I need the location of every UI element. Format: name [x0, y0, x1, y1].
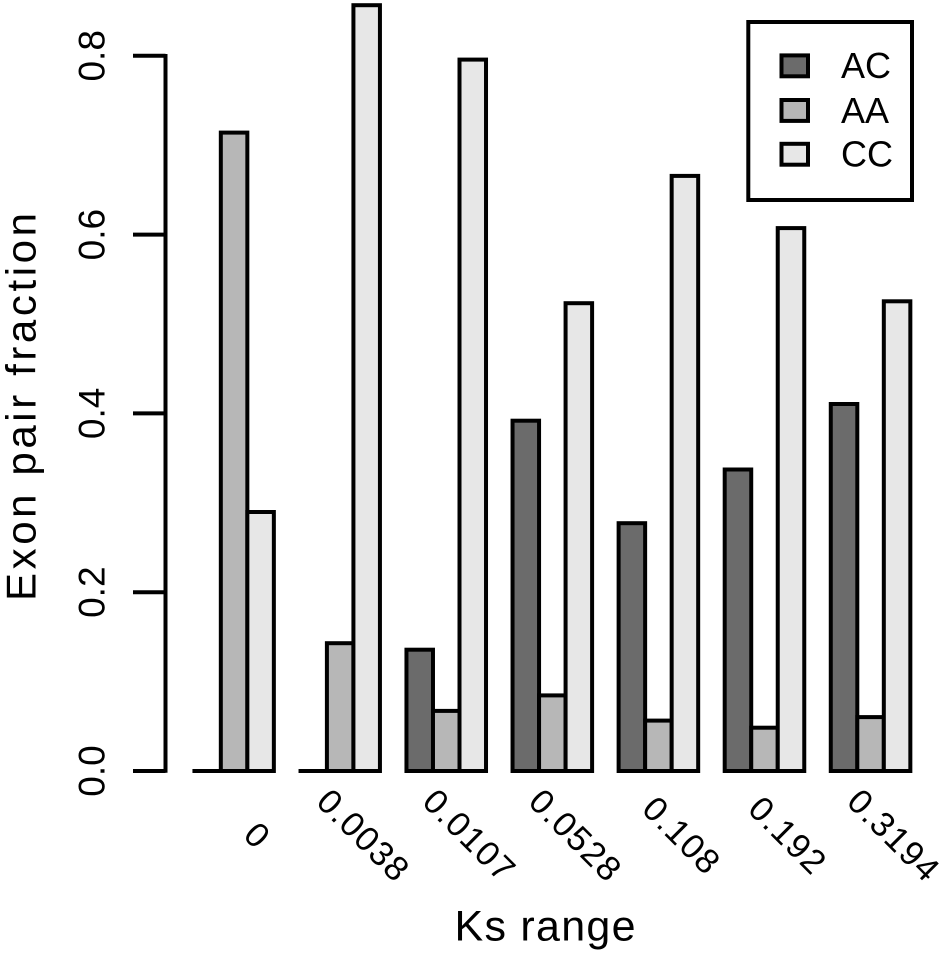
svg-text:AC: AC — [841, 45, 891, 86]
svg-text:0.6: 0.6 — [72, 209, 113, 260]
svg-text:AA: AA — [841, 90, 889, 131]
svg-text:Exon pair fraction: Exon pair fraction — [0, 213, 45, 601]
svg-text:0.2: 0.2 — [72, 566, 113, 617]
svg-text:0.0: 0.0 — [72, 745, 113, 796]
svg-text:0.8: 0.8 — [72, 30, 113, 81]
svg-text:Ks range: Ks range — [455, 902, 636, 950]
svg-text:CC: CC — [841, 134, 893, 175]
svg-text:0.4: 0.4 — [72, 388, 113, 439]
